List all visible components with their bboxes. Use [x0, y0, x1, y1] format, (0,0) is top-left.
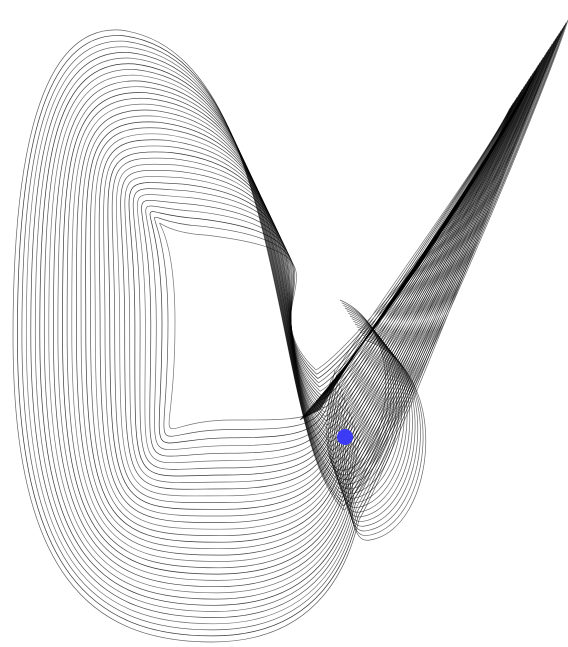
trajectory-strand: [344, 328, 416, 522]
trajectory-strand: [12, 19, 568, 643]
trajectory-strand: [319, 69, 538, 411]
trajectory-strand: [30, 30, 562, 618]
trajectory-strand: [346, 331, 418, 527]
trajectory-strand: [339, 320, 408, 508]
trajectory-lines: [12, 19, 568, 643]
trajectory-strand: [62, 49, 550, 575]
trajectory-strand: [348, 334, 421, 532]
trajectory-strand: [343, 326, 413, 518]
trajectory-strand: [57, 46, 551, 581]
trajectory-strand: [341, 323, 410, 513]
trajectory-strand: [351, 339, 426, 541]
trajectory-strand: [349, 336, 424, 536]
current-point-marker: [337, 429, 353, 445]
trajectory-strand: [25, 27, 564, 625]
trajectory-strand: [34, 33, 560, 612]
